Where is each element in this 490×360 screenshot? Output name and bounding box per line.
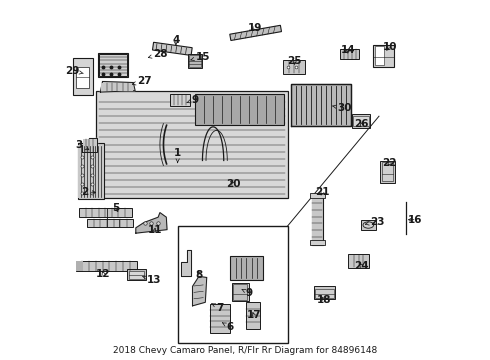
Bar [87,219,133,227]
Bar [79,208,132,217]
Bar [127,269,146,280]
Bar [99,54,127,76]
Text: 15: 15 [191,51,210,62]
Text: 7: 7 [212,303,223,312]
Text: 2018 Chevy Camaro Panel, R/Flr Rr Diagram for 84896148: 2018 Chevy Camaro Panel, R/Flr Rr Diagra… [113,346,377,355]
Ellipse shape [363,222,374,228]
Text: 22: 22 [382,158,397,168]
Text: 18: 18 [317,295,331,305]
Text: 28: 28 [148,49,168,59]
Text: 21: 21 [315,188,329,197]
Bar [349,256,368,267]
Bar [232,283,248,301]
Bar [170,94,191,105]
Bar [101,83,133,91]
Bar [375,46,384,65]
Bar [152,42,192,55]
Text: 9: 9 [187,95,198,105]
Text: 20: 20 [226,179,241,189]
Bar [361,220,376,230]
Text: 13: 13 [143,275,161,285]
Text: 24: 24 [354,261,368,271]
Bar [310,193,325,198]
Bar [75,67,89,88]
Bar [83,139,96,152]
Text: 29: 29 [65,66,83,76]
Polygon shape [100,81,135,92]
Bar [380,161,394,183]
Bar [171,95,190,105]
Text: 26: 26 [354,119,368,129]
Polygon shape [82,138,97,152]
Bar [314,286,335,299]
Bar [352,114,370,127]
Text: 5: 5 [112,203,119,213]
Text: 4: 4 [172,35,179,45]
Text: 19: 19 [248,23,262,33]
Bar [312,195,323,244]
Bar [340,49,360,59]
Bar [245,302,260,329]
Text: 14: 14 [341,45,355,55]
Bar [230,25,281,41]
Bar [233,284,247,300]
Text: 9: 9 [242,288,252,298]
Bar [78,144,104,199]
Bar [129,271,145,279]
Text: 17: 17 [246,310,261,320]
Bar [284,61,305,73]
Bar [98,53,128,77]
Polygon shape [193,276,207,306]
Text: 30: 30 [333,103,352,113]
Text: 12: 12 [96,269,111,279]
Bar [189,55,201,67]
Text: 3: 3 [75,140,89,149]
Text: 2: 2 [81,188,96,197]
Bar [315,289,334,298]
Bar [312,196,322,244]
Bar [348,255,369,268]
Bar [310,239,325,244]
Bar [283,60,305,74]
Bar [75,261,83,271]
Text: 11: 11 [147,225,162,235]
Text: 16: 16 [408,215,422,225]
Bar [353,116,368,126]
Bar [230,256,263,280]
Bar [73,58,93,95]
Text: 27: 27 [132,76,151,86]
Bar [75,261,137,271]
Text: 25: 25 [287,56,302,66]
Bar [210,304,230,333]
Bar [382,162,393,181]
Text: 6: 6 [222,322,234,332]
Text: 1: 1 [174,148,181,163]
Bar [178,226,288,343]
Polygon shape [181,250,191,276]
Text: 23: 23 [366,217,384,227]
Bar [188,54,202,68]
Bar [78,145,104,198]
Bar [291,84,351,126]
Bar [196,94,284,125]
Bar [373,45,394,67]
Text: 10: 10 [383,42,397,52]
Polygon shape [136,213,167,233]
Bar [96,91,288,198]
Text: 8: 8 [196,270,203,280]
